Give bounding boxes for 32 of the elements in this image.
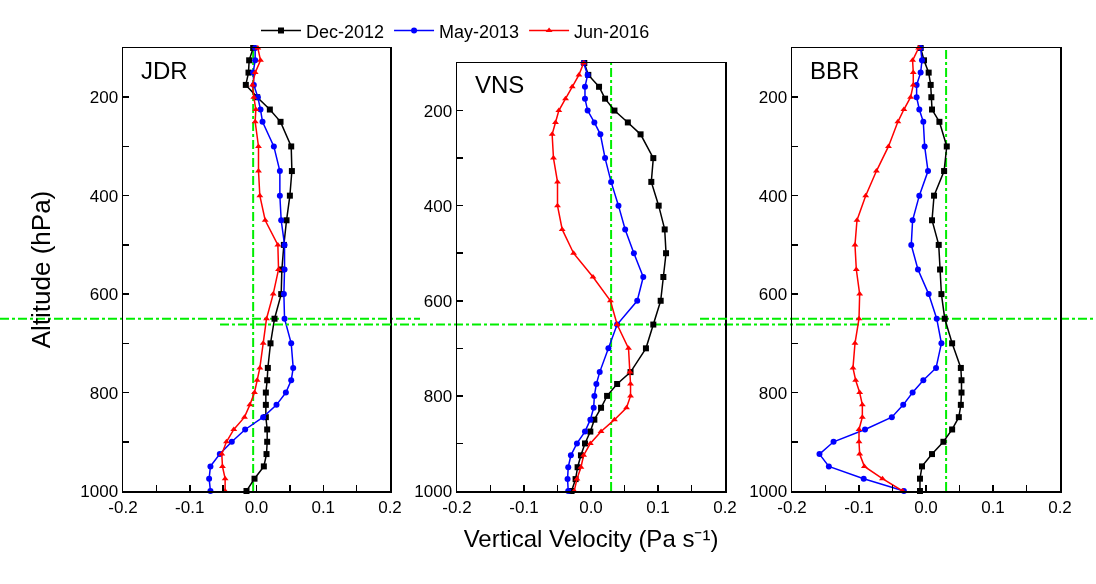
annotation: BBR	[810, 57, 860, 84]
y-tick-label: 200	[89, 88, 119, 108]
y-tick-label: 800	[89, 383, 119, 403]
x-tick-label: -0.1	[175, 497, 205, 517]
x-tick-label: 0.2	[378, 497, 402, 517]
x-tick-label: 0.1	[981, 497, 1005, 517]
x-tick-label: 0.1	[646, 497, 670, 517]
x-tick-label: -0.1	[844, 497, 874, 517]
legend-label: Dec-2012	[306, 21, 385, 42]
y-tick-label: 400	[423, 196, 453, 216]
y-tick-label: 800	[758, 383, 788, 403]
x-tick-label: 0.0	[914, 497, 938, 517]
legend-label: May-2013	[439, 21, 520, 42]
annotation: VNS	[475, 71, 525, 98]
y-tick-label: 400	[758, 186, 788, 206]
y-tick-label: 400	[89, 186, 119, 206]
y-tick-label: 600	[758, 285, 788, 305]
y-tick-label: 800	[423, 386, 453, 406]
legend-label: Jun-2016	[574, 21, 650, 42]
x-tick-label: 0.0	[244, 497, 269, 517]
x-tick-label: 0.1	[311, 497, 336, 517]
y-tick-label: 600	[423, 291, 453, 311]
y-tick-label: 600	[89, 285, 119, 305]
x-axis-title: Vertical Velocity (Pa s⁻¹)	[463, 524, 719, 552]
x-tick-label: -0.1	[509, 497, 539, 517]
y-tick-label: 200	[423, 101, 453, 121]
x-tick-label: 0.2	[713, 497, 737, 517]
y-tick-label: 200	[758, 88, 788, 108]
annotation: JDR	[141, 57, 188, 84]
x-tick-label: 0.0	[579, 497, 603, 517]
x-tick-label: 0.2	[1048, 497, 1072, 517]
y-axis-title: Altitude (hPa)	[25, 190, 56, 349]
